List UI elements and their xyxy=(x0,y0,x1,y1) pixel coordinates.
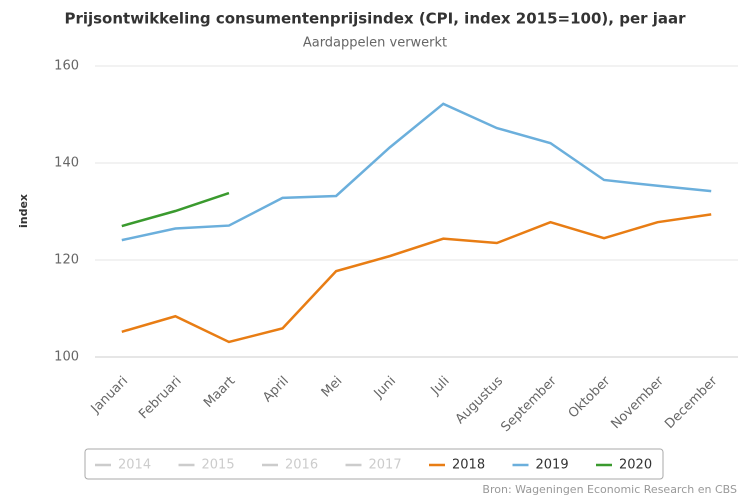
series-line xyxy=(121,102,712,242)
x-tick-label: Juni xyxy=(371,374,399,402)
x-tick-label: Mei xyxy=(319,374,346,401)
x-tick-label: December xyxy=(662,373,721,432)
legend-label[interactable]: 2018 xyxy=(452,458,485,473)
legend-label[interactable]: 2016 xyxy=(285,458,318,473)
x-tick-label: Maart xyxy=(201,374,238,411)
legend-label[interactable]: 2019 xyxy=(536,458,569,473)
series-line xyxy=(121,213,712,344)
legend-label[interactable]: 2014 xyxy=(118,458,151,473)
x-tick-label: September xyxy=(498,373,560,435)
x-tick-label: Augustus xyxy=(453,374,507,428)
chart-title: Prijsontwikkeling consumentenprijsindex … xyxy=(64,10,686,28)
source: Bron: Wageningen Economic Research en CB… xyxy=(482,483,737,496)
x-tick-label: Januari xyxy=(88,374,131,417)
legend-box xyxy=(84,448,664,480)
y-tick-label: 120 xyxy=(54,253,79,268)
chart-subtitle: Aardappelen verwerkt xyxy=(303,36,447,51)
y-tick-label: 140 xyxy=(54,156,79,171)
x-tick-label: November xyxy=(608,373,667,432)
x-tick-label: April xyxy=(260,374,292,406)
series-line xyxy=(121,191,230,228)
legend-label[interactable]: 2017 xyxy=(369,458,402,473)
x-tick-label: Juli xyxy=(428,374,453,399)
y-axis-label: index xyxy=(17,194,30,228)
legend-label[interactable]: 2015 xyxy=(202,458,235,473)
x-tick-label: Oktober xyxy=(566,373,614,421)
x-tick-label: Februari xyxy=(136,374,184,422)
y-tick-label: 160 xyxy=(54,59,79,74)
legend-label[interactable]: 2020 xyxy=(619,458,652,473)
y-tick-label: 100 xyxy=(54,350,79,365)
